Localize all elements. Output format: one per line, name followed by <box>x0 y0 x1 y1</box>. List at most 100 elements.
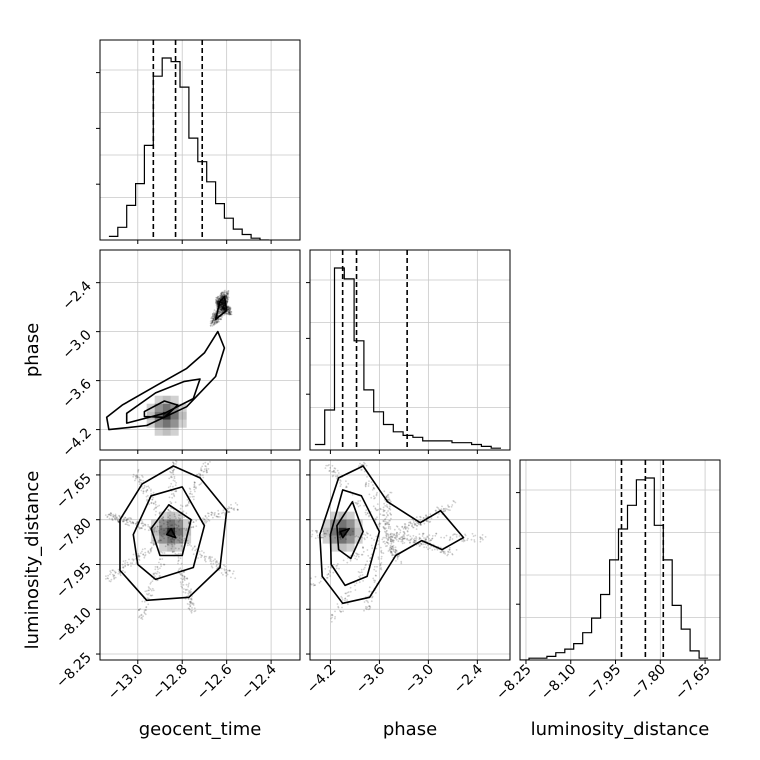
sample-point <box>333 471 335 473</box>
sample-point <box>141 522 143 525</box>
sample-point <box>461 540 463 542</box>
sample-point <box>111 518 114 521</box>
sample-point <box>222 305 225 308</box>
sample-point <box>328 464 330 466</box>
sample-point <box>387 539 389 541</box>
sample-point <box>344 592 347 595</box>
sample-point <box>220 303 223 306</box>
sample-point <box>222 304 225 307</box>
sample-point <box>189 605 192 607</box>
sample-point <box>422 517 425 519</box>
sample-point <box>451 553 454 556</box>
sample-point <box>108 513 111 516</box>
sample-point <box>358 575 360 578</box>
sample-point <box>111 517 113 520</box>
sample-point <box>217 295 219 298</box>
sample-point <box>150 502 153 505</box>
sample-point <box>153 508 155 511</box>
sample-point <box>385 541 388 543</box>
sample-point <box>401 525 404 528</box>
sample-point <box>386 545 388 547</box>
sample-point <box>218 298 221 301</box>
sample-point <box>149 549 152 551</box>
sample-point <box>177 562 179 565</box>
sample-point <box>328 569 331 572</box>
sample-point <box>152 539 155 542</box>
sample-point <box>158 539 160 542</box>
sample-point <box>412 519 415 522</box>
sample-point <box>212 559 215 562</box>
sample-point <box>216 321 219 324</box>
sample-point <box>186 588 189 591</box>
sample-point <box>178 539 181 542</box>
density-cell <box>183 527 192 536</box>
sample-point <box>155 507 158 509</box>
sample-point <box>189 488 192 490</box>
panel-luminosity_distance-vs-luminosity_distance: −8.25 −8.10 −7.95 −7.80 −7.65 <box>493 459 721 703</box>
density-cell <box>162 427 171 436</box>
sample-point <box>216 301 219 303</box>
sample-point <box>192 525 195 528</box>
sample-point <box>391 554 393 557</box>
sample-point <box>222 304 224 307</box>
panel-background <box>100 250 300 450</box>
sample-point <box>403 523 406 525</box>
sample-point <box>392 534 395 537</box>
sample-point <box>418 536 421 539</box>
sample-point <box>191 607 193 609</box>
density-cell <box>170 395 179 404</box>
sample-point <box>173 458 175 460</box>
sample-point <box>391 553 394 555</box>
sample-point <box>364 483 367 486</box>
sample-point <box>187 584 190 586</box>
sample-point <box>191 602 194 604</box>
sample-point <box>383 514 386 517</box>
sample-point <box>210 514 213 516</box>
sample-point <box>203 468 206 471</box>
sample-point <box>148 503 151 505</box>
sample-point <box>226 293 229 296</box>
sample-point <box>227 309 230 311</box>
sample-point <box>154 575 156 578</box>
density-cell <box>346 519 355 528</box>
sample-point <box>312 584 315 587</box>
sample-point <box>215 301 218 304</box>
sample-point <box>140 613 143 616</box>
sample-point <box>221 300 224 303</box>
sample-point <box>114 514 117 517</box>
sample-point <box>359 499 362 502</box>
sample-point <box>326 576 329 579</box>
sample-point <box>404 525 406 527</box>
sample-point <box>368 493 371 496</box>
sample-point <box>190 597 193 600</box>
sample-point <box>200 467 203 470</box>
sample-point <box>382 526 385 528</box>
sample-point <box>216 296 219 299</box>
sample-point <box>147 551 150 554</box>
sample-point <box>327 573 330 575</box>
sample-point <box>188 487 191 490</box>
sample-point <box>387 525 390 528</box>
sample-point <box>386 504 388 506</box>
sample-point <box>179 504 182 507</box>
sample-point <box>228 308 230 311</box>
sample-point <box>225 294 228 297</box>
sample-point <box>216 301 219 304</box>
sample-point <box>141 548 144 551</box>
sample-point <box>419 515 421 518</box>
sample-point <box>416 522 418 524</box>
sample-point <box>365 513 367 516</box>
sample-point <box>347 591 350 593</box>
sample-point <box>109 514 112 517</box>
sample-point <box>331 613 333 616</box>
sample-point <box>163 563 166 566</box>
sample-point <box>213 513 216 516</box>
sample-point <box>190 545 193 547</box>
sample-point <box>219 307 221 310</box>
sample-point <box>393 533 396 535</box>
sample-point <box>221 292 224 295</box>
sample-point <box>156 505 159 508</box>
contour-line <box>143 400 179 419</box>
sample-point <box>177 517 180 519</box>
sample-point <box>143 523 146 526</box>
